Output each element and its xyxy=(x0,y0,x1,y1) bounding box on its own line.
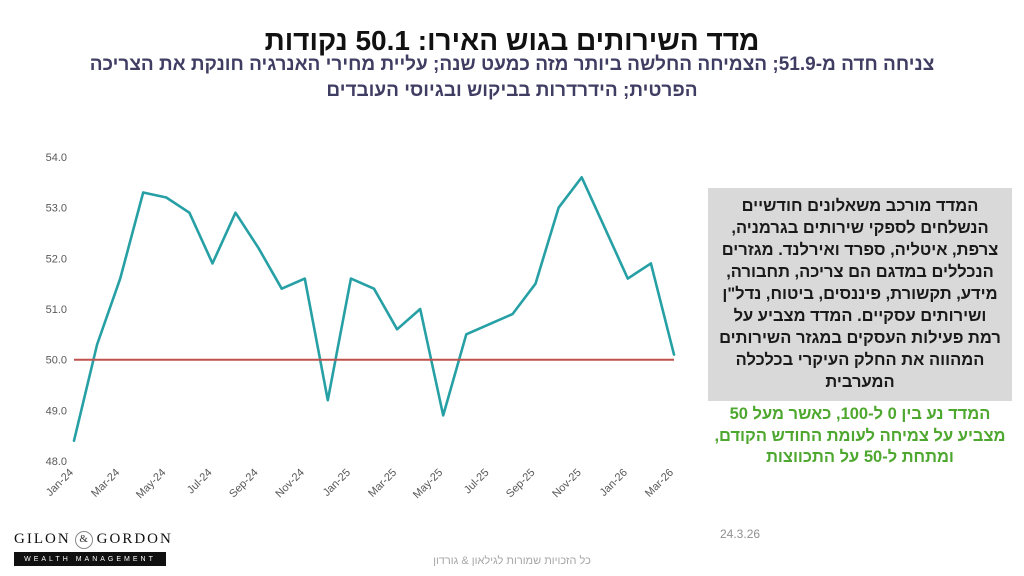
svg-text:48.0: 48.0 xyxy=(46,456,67,468)
svg-text:Mar-26: Mar-26 xyxy=(643,467,676,500)
index-range-text: המדד נע בין 0 ל-100, כאשר מעל 50 מצביע ע… xyxy=(714,405,1006,467)
ampersand-icon: & xyxy=(74,531,93,549)
page-title: מדד השירותים בגוש האירו: 50.1 נקודות xyxy=(264,24,760,56)
svg-text:Nov-25: Nov-25 xyxy=(550,467,584,501)
index-explanation-box: המדד מורכב משאלונים חודשיים הנשלחים לספק… xyxy=(708,188,1012,469)
logo-name-gordon: GORDON xyxy=(96,531,173,547)
svg-text:Jan-25: Jan-25 xyxy=(321,467,353,499)
gilon-gordon-logo: GILON & GORDON WEALTH MANAGEMENT xyxy=(14,527,171,566)
index-explanation-text: המדד מורכב משאלונים חודשיים הנשלחים לספק… xyxy=(708,188,1012,402)
copyright-text: כל הזכויות שמורות לגילאון & גורדון xyxy=(433,555,591,567)
svg-text:54.0: 54.0 xyxy=(46,152,67,164)
svg-text:May-25: May-25 xyxy=(411,467,445,501)
svg-text:Jul-24: Jul-24 xyxy=(185,467,215,497)
svg-text:50.0: 50.0 xyxy=(46,355,67,367)
svg-text:Sep-25: Sep-25 xyxy=(504,467,538,501)
svg-text:Jul-25: Jul-25 xyxy=(462,467,492,497)
svg-text:Jan-26: Jan-26 xyxy=(598,467,630,499)
subtitle: צניחה חדה מ-51.9; הצמיחה החלשה ביותר מזה… xyxy=(89,54,935,101)
svg-text:Mar-24: Mar-24 xyxy=(89,467,122,500)
svg-text:May-24: May-24 xyxy=(134,467,168,501)
date-label: 24.3.26 xyxy=(720,527,761,541)
services-pmi-chart: 48.0 49.0 50.0 51.0 52.0 53.0 54.0 Jan-24 Mar-24… xyxy=(30,143,690,533)
svg-text:49.0: 49.0 xyxy=(46,405,67,417)
svg-text:53.0: 53.0 xyxy=(46,203,67,215)
svg-text:Mar-25: Mar-25 xyxy=(366,467,399,500)
logo-name-gilon: GILON xyxy=(14,531,71,547)
services-pmi-chart-svg: 48.0 49.0 50.0 51.0 52.0 53.0 54.0 Jan-24 Mar-24… xyxy=(44,152,676,501)
svg-text:51.0: 51.0 xyxy=(46,304,67,316)
logo-wordmark: GILON & GORDON xyxy=(14,527,171,552)
svg-text:Nov-24: Nov-24 xyxy=(273,467,307,501)
svg-text:Jan-24: Jan-24 xyxy=(44,467,76,499)
logo-tagline: WEALTH MANAGEMENT xyxy=(14,552,166,566)
svg-text:52.0: 52.0 xyxy=(46,253,67,265)
svg-text:Sep-24: Sep-24 xyxy=(227,467,261,501)
